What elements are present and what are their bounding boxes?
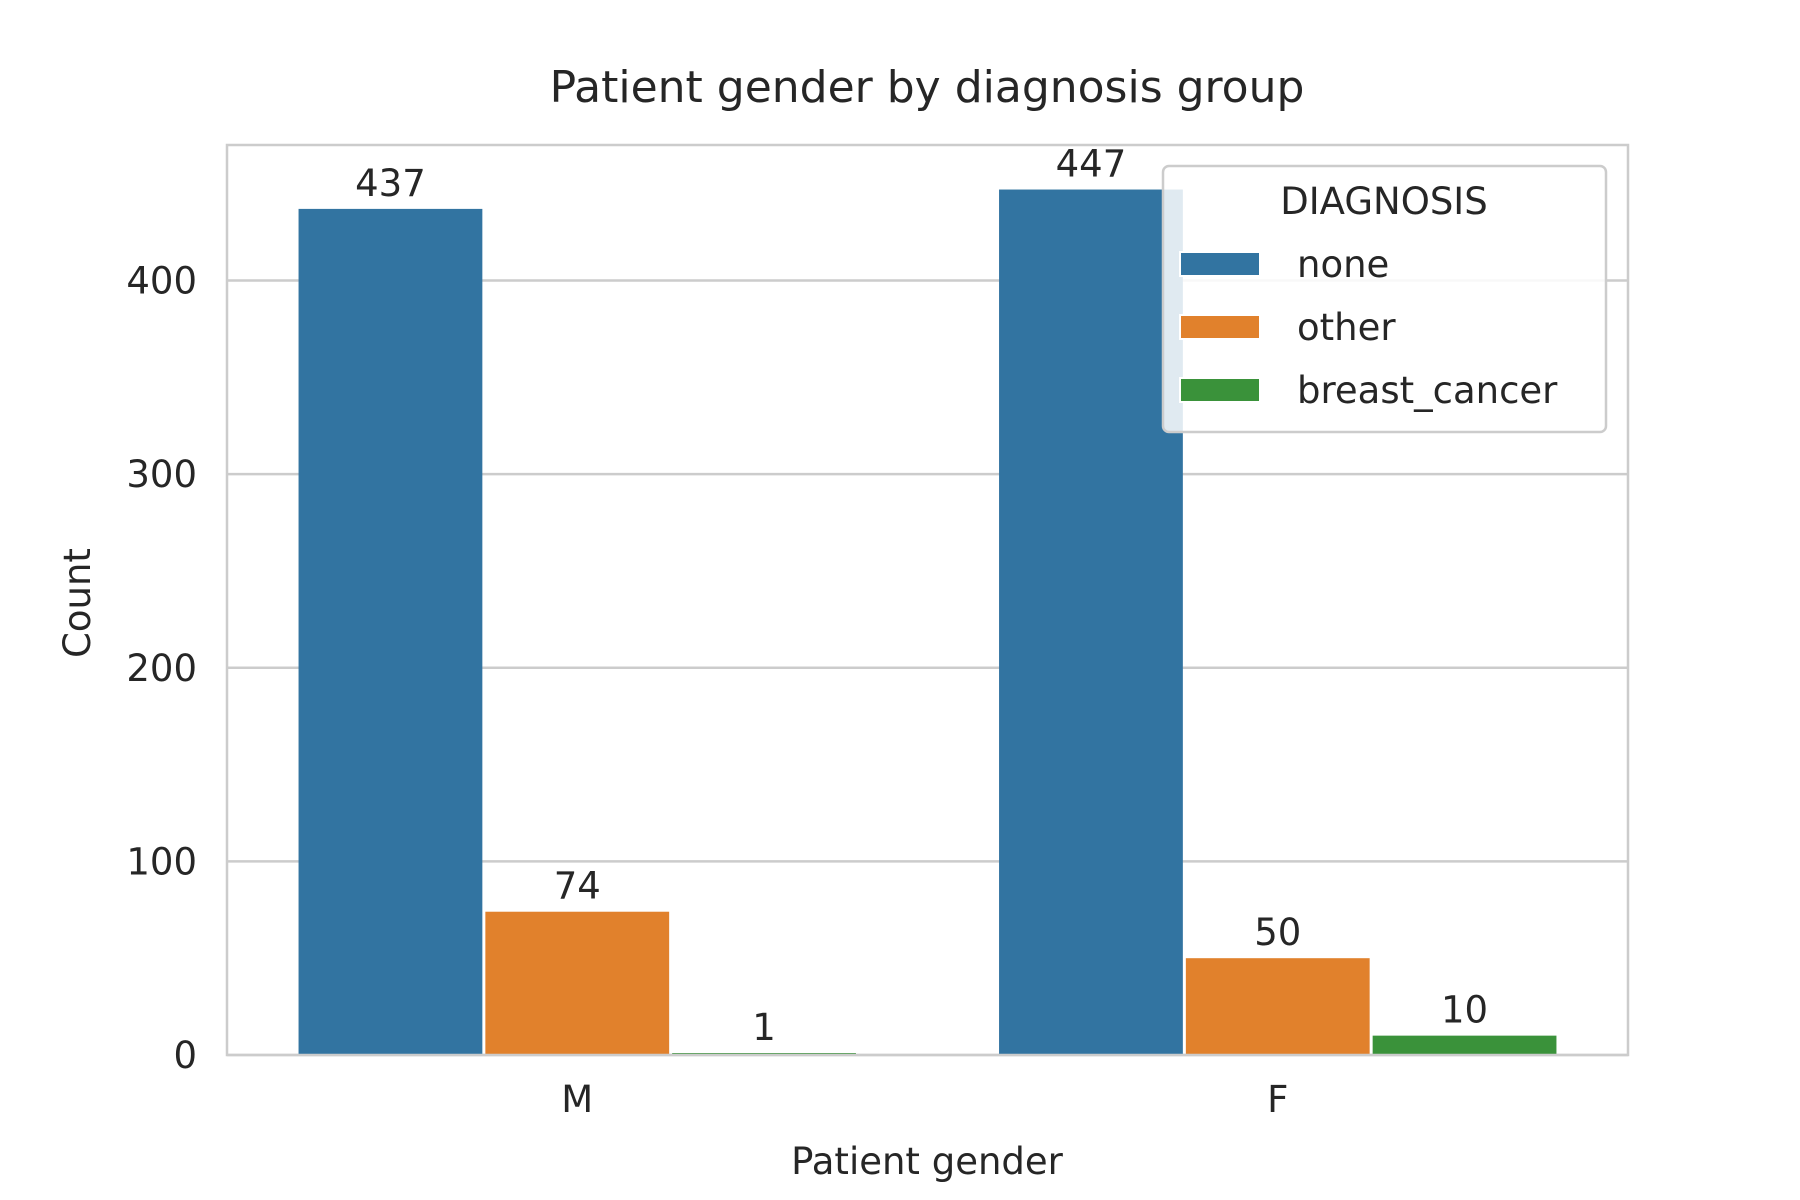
data-label: 50 — [1254, 911, 1301, 954]
bar-none-M — [298, 208, 483, 1055]
legend-label-none: none — [1297, 243, 1389, 286]
data-label: 447 — [1056, 143, 1127, 186]
x-tick-label: M — [561, 1078, 593, 1121]
x-tick-label: F — [1267, 1078, 1288, 1121]
legend-swatch-breast_cancer — [1179, 377, 1261, 403]
chart-title: Patient gender by diagnosis group — [550, 62, 1305, 113]
legend-swatch-none — [1179, 251, 1261, 277]
y-tick-label: 200 — [126, 647, 197, 690]
data-label: 74 — [554, 865, 601, 908]
data-label: 1 — [752, 1006, 776, 1049]
y-tick-label: 100 — [126, 840, 197, 883]
data-labels: 437 74 1 447 50 10 — [355, 143, 1488, 1050]
bars — [298, 189, 1557, 1055]
y-tick-label: 300 — [126, 453, 197, 496]
y-axis-label: Count — [56, 548, 99, 658]
data-label: 437 — [355, 162, 426, 205]
legend: DIAGNOSIS none other breast_cancer — [1161, 164, 1608, 434]
data-label: 10 — [1441, 989, 1488, 1032]
legend-swatch-other — [1179, 314, 1261, 340]
legend-label-breast_cancer: breast_cancer — [1297, 369, 1558, 412]
y-tick-label: 400 — [126, 260, 197, 303]
legend-items: none other breast_cancer — [1179, 243, 1558, 412]
y-tick-label: 0 — [173, 1034, 197, 1077]
legend-label-other: other — [1297, 306, 1396, 349]
x-axis-label: Patient gender — [791, 1140, 1064, 1183]
ticks: 0 100 200 300 400 M F — [126, 260, 1288, 1121]
plot-frame — [225, 143, 1630, 1057]
legend-title: DIAGNOSIS — [1280, 180, 1487, 223]
legend-box — [1161, 164, 1608, 434]
bar-other-M — [485, 911, 670, 1055]
bar-none-F — [999, 189, 1183, 1055]
bar-breast_cancer-F — [1372, 1035, 1557, 1055]
bar-other-F — [1185, 958, 1370, 1055]
